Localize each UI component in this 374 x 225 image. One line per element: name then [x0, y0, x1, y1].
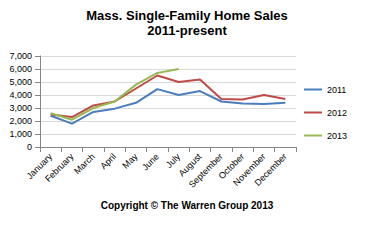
svg-text:4,000: 4,000 [9, 90, 32, 100]
svg-text:January: January [24, 151, 55, 182]
svg-text:7,000: 7,000 [9, 51, 32, 61]
svg-text:2012: 2012 [327, 108, 347, 118]
svg-text:5,000: 5,000 [9, 77, 32, 87]
svg-text:July: July [163, 151, 183, 170]
svg-text:6,000: 6,000 [9, 64, 32, 74]
svg-text:2011: 2011 [327, 85, 346, 95]
svg-text:2,000: 2,000 [9, 116, 32, 126]
svg-text:November: November [231, 151, 268, 188]
svg-text:April: April [98, 151, 118, 171]
svg-text:August: August [176, 151, 204, 179]
svg-text:1,000: 1,000 [9, 129, 32, 139]
svg-text:September: September [186, 151, 225, 190]
svg-text:3,000: 3,000 [9, 103, 32, 113]
svg-text:December: December [252, 151, 288, 187]
svg-text:0: 0 [27, 142, 32, 152]
svg-text:February: February [43, 151, 76, 184]
svg-text:2011-present: 2011-present [147, 23, 227, 38]
svg-text:March: March [72, 151, 97, 176]
svg-text:2013: 2013 [327, 131, 347, 141]
svg-text:June: June [140, 151, 161, 172]
svg-text:Mass. Single-Family Home Sales: Mass. Single-Family Home Sales [86, 8, 288, 23]
svg-text:October: October [216, 151, 247, 182]
svg-text:May: May [120, 151, 139, 170]
svg-text:Copyright © The Warren Group 2: Copyright © The Warren Group 2013 [101, 200, 274, 211]
